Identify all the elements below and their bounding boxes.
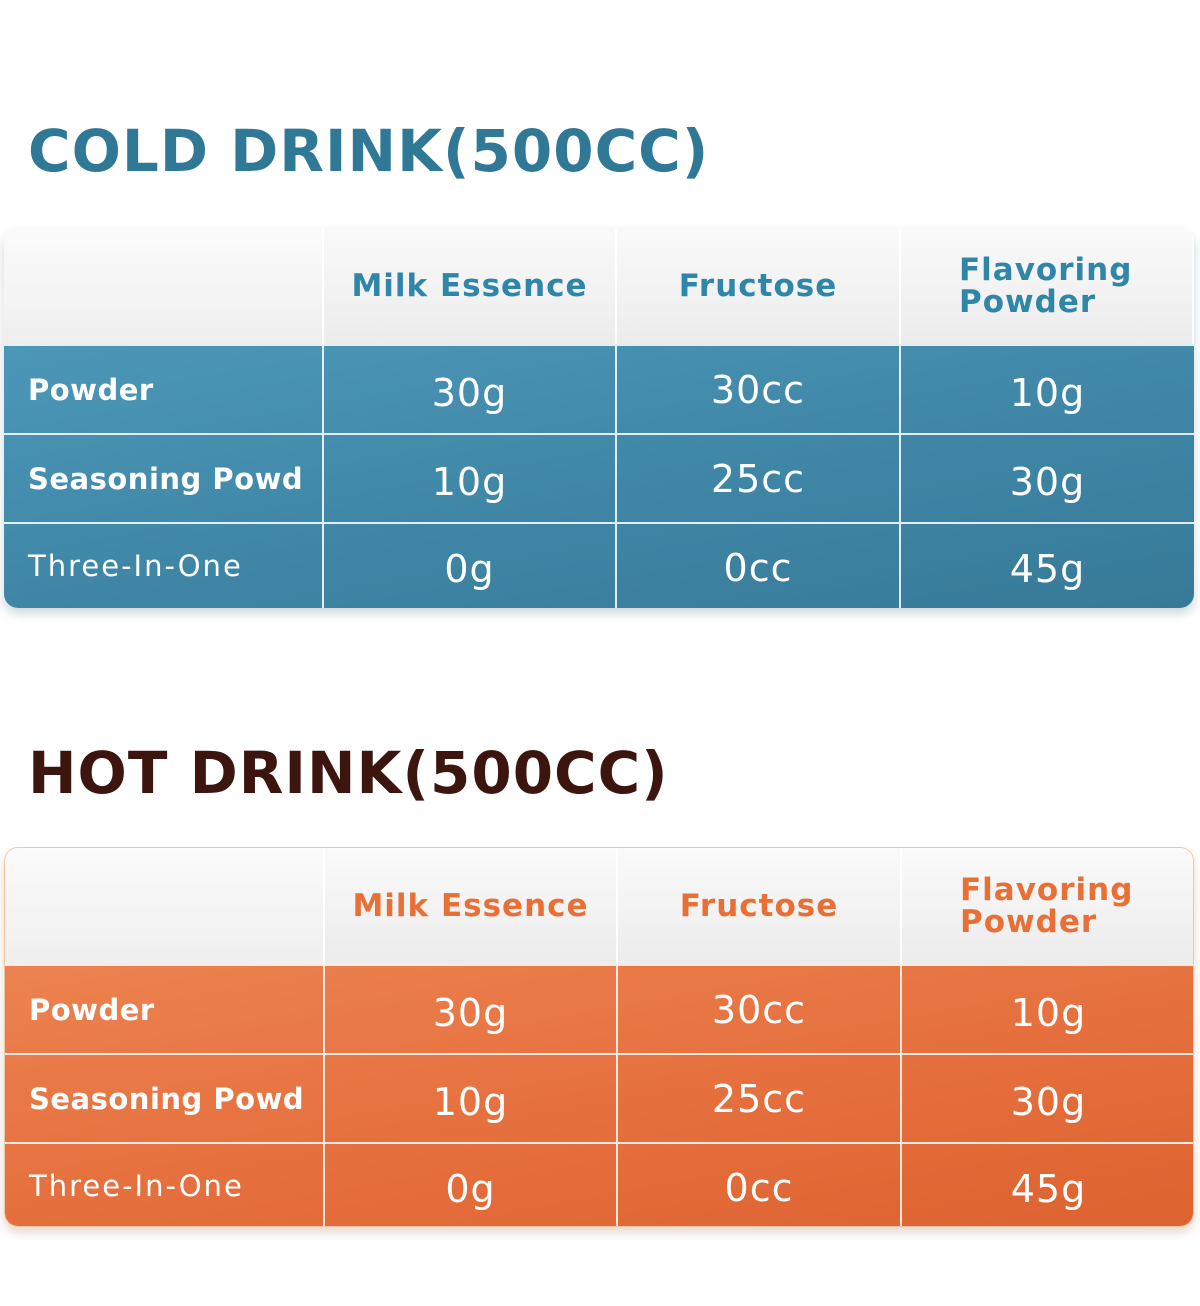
table-cell: 25cc: [618, 1053, 902, 1142]
table-cell: 30cc: [618, 964, 902, 1053]
table-cell: 0cc: [618, 1142, 902, 1226]
column-header-flavoring-powder: Flavoring Powder: [902, 848, 1193, 964]
table-cell: 10g: [325, 1053, 618, 1142]
table-cell: 30g: [324, 344, 617, 433]
row-label-seasoning-powder: Seasoning Powd: [4, 433, 324, 522]
table-corner-cell: [4, 228, 324, 344]
table-cell: 0cc: [617, 522, 901, 608]
table-cell: 25cc: [617, 433, 901, 522]
table-cell: 10g: [902, 964, 1193, 1053]
column-header-milk-essence: Milk Essence: [325, 848, 618, 964]
column-header-milk-essence: Milk Essence: [324, 228, 617, 344]
hot-drink-title: HOT DRINK(500CC): [28, 739, 669, 807]
row-label-three-in-one: Three-In-One: [4, 522, 324, 608]
row-label-powder: Powder: [4, 344, 324, 433]
row-label-three-in-one: Three-In-One: [5, 1142, 325, 1226]
table-corner-cell: [5, 848, 325, 964]
hot-drink-table: Milk Essence Fructose Flavoring Powder P…: [4, 847, 1194, 1227]
table-cell: 45g: [901, 522, 1194, 608]
table-cell: 30g: [902, 1053, 1193, 1142]
table-cell: 10g: [324, 433, 617, 522]
table-cell: 10g: [901, 344, 1194, 433]
table-cell: 30g: [325, 964, 618, 1053]
column-header-flavoring-powder: Flavoring Powder: [901, 228, 1194, 344]
table-cell: 45g: [902, 1142, 1193, 1226]
cold-drink-table: Milk Essence Fructose Flavoring Powder P…: [4, 228, 1194, 608]
table-cell: 30cc: [617, 344, 901, 433]
cold-drink-title: COLD DRINK(500CC): [28, 117, 710, 185]
column-header-fructose: Fructose: [618, 848, 902, 964]
row-label-powder: Powder: [5, 964, 325, 1053]
table-cell: 30g: [901, 433, 1194, 522]
table-cell: 0g: [324, 522, 617, 608]
row-label-seasoning-powder: Seasoning Powd: [5, 1053, 325, 1142]
column-header-fructose: Fructose: [617, 228, 901, 344]
table-cell: 0g: [325, 1142, 618, 1226]
